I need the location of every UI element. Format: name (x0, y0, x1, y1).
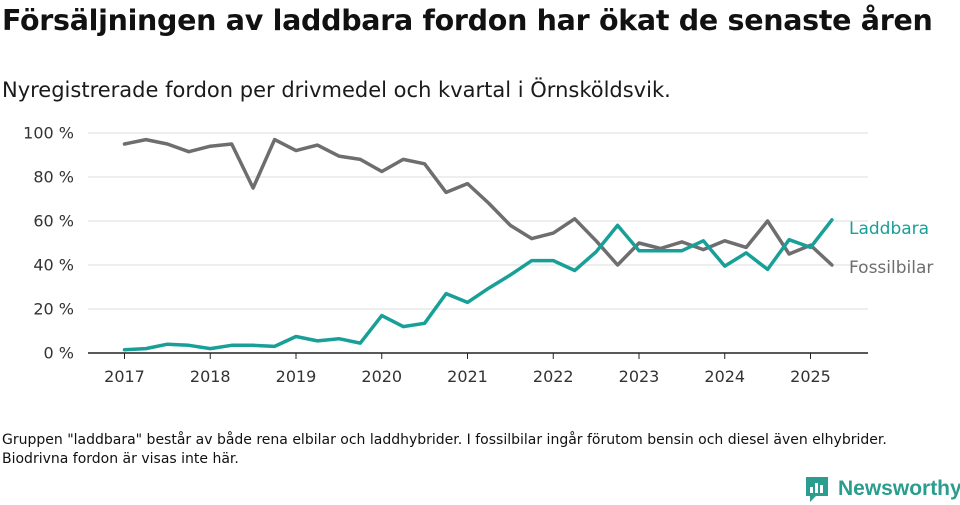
line-chart: 0 % 20 % 40 % 60 % 80 % 100 % 2017 2018 2019 2020… (23, 124, 933, 387)
series-label-fossilbilar: Fossilbilar (849, 258, 933, 278)
series-line-fossilbilar (122, 137, 834, 267)
y-tick-label: 80 % (33, 168, 74, 187)
x-tick-label: 2019 (276, 367, 317, 386)
chart-subtitle: Nyregistrerade fordon per drivmedel och … (2, 78, 671, 102)
series-line-laddbara (122, 218, 834, 352)
bar-chart-logo-icon (806, 477, 828, 502)
y-tick-label: 40 % (33, 256, 74, 275)
y-tick-label: 60 % (33, 212, 74, 231)
y-tick-label: 20 % (33, 300, 74, 319)
x-tick-label: 2017 (104, 367, 145, 386)
x-tick-label: 2021 (447, 367, 488, 386)
x-tick-label: 2018 (190, 367, 231, 386)
x-tick-label: 2022 (533, 367, 574, 386)
x-tick-label: 2023 (619, 367, 660, 386)
y-tick-label: 100 % (23, 124, 74, 143)
chart-title: Försäljningen av laddbara fordon har öka… (2, 4, 933, 37)
series-label-laddbara: Laddbara (849, 219, 929, 239)
x-tick-label: 2025 (790, 367, 831, 386)
footnote: Gruppen "laddbara" består av både rena e… (2, 432, 887, 467)
x-tick-label: 2024 (704, 367, 745, 386)
brand-name: Newsworthy (838, 477, 960, 500)
brand-logo[interactable]: Newsworthy (804, 474, 960, 504)
x-tick-label: 2020 (361, 367, 402, 386)
y-tick-label: 0 % (44, 344, 74, 363)
